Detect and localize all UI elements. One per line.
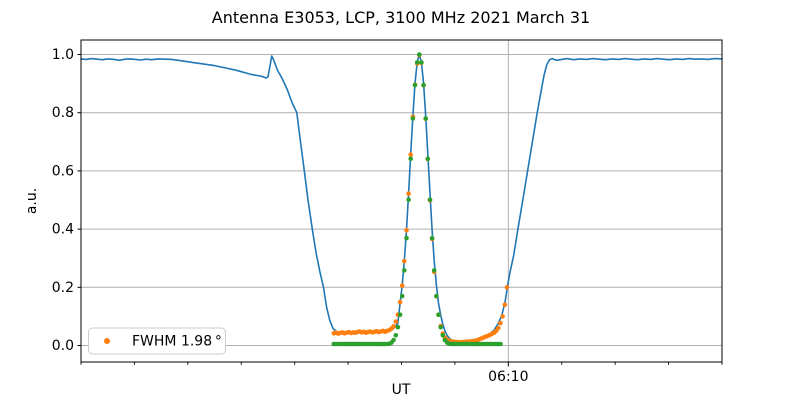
x-axis-label: UT [392, 382, 411, 398]
legend-box [88, 327, 226, 355]
scan-data-point [496, 325, 501, 331]
gaussian-fit-point [427, 197, 433, 202]
scan-data-point [498, 320, 503, 326]
scan-data-point [406, 191, 411, 196]
scan-data-point [391, 324, 396, 329]
scan-data-point [402, 258, 407, 264]
scan-data-point [404, 228, 409, 233]
gaussian-fit-point [408, 156, 414, 161]
gaussian-fit-point [406, 197, 411, 202]
axes-layer [77, 39, 723, 367]
y-tick-label: 1.0 [52, 47, 74, 63]
scan-data-point [500, 314, 505, 319]
scan-data-point [504, 285, 510, 290]
gaussian-fit-point [391, 337, 396, 343]
chart-title: Antenna E3053, LCP, 3100 MHz 2021 March … [212, 8, 590, 27]
gaussian-fit-point [417, 52, 422, 57]
gaussian-fit-point [440, 333, 446, 338]
x-tick-label: 06:10 [488, 369, 528, 385]
gaussian-fit-point [397, 312, 403, 318]
gaussian-fit-point [421, 82, 426, 88]
series-layer [80, 52, 723, 347]
gaussian-fit-point [423, 116, 429, 121]
gaussian-fit-point [434, 293, 439, 299]
legend: FWHM 1.98 ° [88, 327, 226, 355]
gaussian-fit-point [498, 341, 503, 347]
gaussian-fit-point [402, 268, 407, 273]
y-tick-label: 0.0 [52, 338, 74, 354]
gaussian-fit-point [399, 293, 405, 299]
legend-marker-icon [104, 338, 110, 344]
scan-data-point [397, 299, 403, 305]
scan-data-point [502, 302, 508, 308]
y-tick-label: 0.6 [52, 163, 74, 179]
legend-label: FWHM 1.98 ° [132, 334, 222, 350]
gaussian-fit-point [425, 156, 431, 161]
y-axis-label: a.u. [24, 188, 40, 214]
gaussian-fit-point [438, 324, 444, 330]
y-tick-label: 0.8 [52, 105, 74, 121]
gaussian-fit-point [404, 235, 409, 241]
scan-data-point [393, 319, 399, 324]
y-tick-label: 0.4 [52, 222, 74, 238]
gaussian-fit-point [436, 312, 441, 318]
gaussian-fit-point [429, 235, 435, 241]
gaussian-fit-point [395, 324, 401, 330]
gaussian-fit-point [414, 60, 420, 65]
gaussian-fit-point [393, 333, 399, 338]
tick-label-layer: 0.0 0.2 0.4 0.6 0.8 1.0 06:10 [52, 47, 529, 385]
y-tick-label: 0.2 [52, 280, 74, 296]
scan-data-point [408, 152, 414, 157]
gaussian-fit-point [431, 268, 437, 273]
scan-data-point [399, 283, 405, 288]
gaussian-fit-point [419, 60, 424, 65]
gaussian-fit-point [410, 116, 416, 121]
gaussian-fit-point [412, 82, 418, 88]
